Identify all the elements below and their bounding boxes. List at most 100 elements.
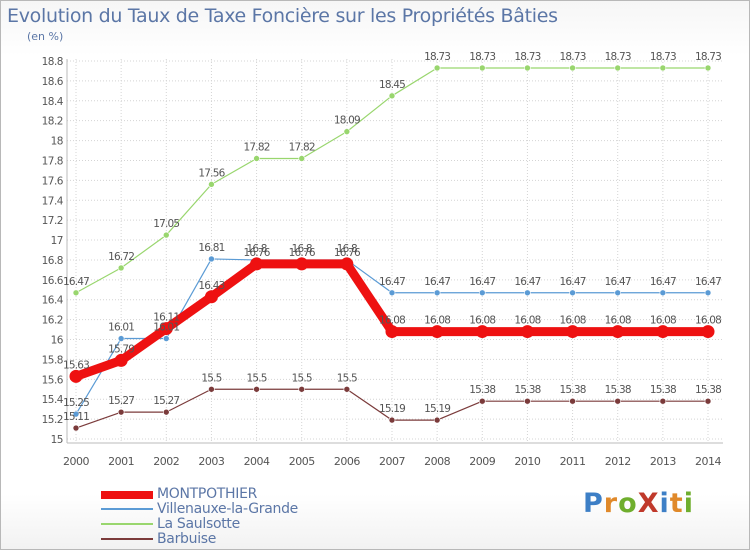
data-label: 15.19	[424, 403, 450, 415]
data-label: 18.09	[334, 115, 360, 127]
data-label: 16.43	[198, 280, 224, 292]
legend-swatch	[101, 538, 153, 540]
data-point	[614, 397, 622, 405]
data-label: 16.47	[424, 276, 450, 288]
data-label: 16.01	[108, 322, 134, 334]
x-tick-label: 2012	[605, 455, 631, 468]
data-label: 16.47	[469, 276, 495, 288]
data-label: 16.01	[153, 322, 179, 334]
data-point	[204, 290, 218, 304]
x-tick-label: 2000	[63, 455, 89, 468]
logo-letter: r	[603, 488, 619, 519]
data-point	[524, 289, 531, 297]
x-tick-label: 2003	[198, 455, 224, 468]
data-label: 15.38	[469, 384, 495, 396]
y-unit-label: (en %)	[27, 30, 64, 43]
data-point	[569, 64, 576, 72]
x-tick-label: 2008	[424, 455, 450, 468]
data-point	[478, 64, 486, 72]
x-tick-label: 2007	[379, 455, 405, 468]
proxiti-logo: ProXiti	[583, 488, 694, 519]
data-label: 15.5	[201, 372, 221, 384]
data-point	[704, 289, 712, 297]
data-point	[253, 385, 260, 393]
data-label: 15.79	[108, 343, 134, 355]
data-point	[208, 181, 215, 188]
data-label: 16.8	[292, 243, 312, 255]
data-point	[524, 397, 531, 405]
data-point	[611, 325, 625, 339]
data-point	[72, 289, 80, 297]
data-point	[659, 64, 667, 72]
data-label: 18.73	[695, 51, 721, 63]
data-label: 15.27	[153, 395, 179, 407]
data-label: 16.76	[334, 247, 361, 259]
data-label: 15.63	[63, 359, 89, 371]
data-point	[656, 325, 670, 339]
y-tick-label: 16	[51, 335, 64, 347]
y-tick-label: 15.6	[42, 374, 64, 386]
data-point	[69, 369, 83, 383]
grid	[67, 59, 723, 443]
y-tick-label: 17.6	[42, 175, 64, 187]
data-label: 16.81	[198, 242, 224, 254]
data-point	[478, 397, 486, 405]
data-point	[162, 231, 170, 239]
legend-swatch	[101, 523, 153, 525]
data-point	[117, 408, 125, 416]
data-label: 16.76	[244, 247, 271, 259]
data-point	[701, 325, 715, 339]
data-label: 16.47	[63, 276, 89, 288]
chart-title: Evolution du Taux de Taxe Foncière sur l…	[7, 5, 558, 27]
data-point	[388, 416, 396, 424]
y-tick-label: 18.2	[42, 116, 63, 128]
logo-letter: i	[683, 488, 694, 519]
data-point	[114, 353, 128, 367]
data-point	[298, 155, 306, 162]
data-label: 17.82	[244, 141, 270, 153]
data-label: 17.82	[289, 141, 315, 153]
data-point	[704, 64, 712, 72]
data-label: 16.47	[379, 276, 405, 288]
y-axis: 15 15.2 15.4 15.6 15.8 16 16.2 16.4 16.6 16.8 17 17…	[42, 56, 68, 446]
data-point	[343, 128, 351, 135]
data-label: 15.25	[63, 397, 89, 409]
data-label: 16.08	[424, 315, 450, 327]
data-label: 16.8	[337, 243, 357, 255]
data-label: 16.47	[695, 276, 721, 288]
data-point	[385, 325, 399, 339]
legend-label: Villenauxe-la-Grande	[157, 501, 298, 517]
legend-label: MONTPOTHIER	[157, 486, 258, 502]
data-label: 18.73	[605, 51, 631, 63]
y-tick-label: 15	[51, 434, 63, 446]
data-point	[388, 289, 396, 297]
data-point	[340, 257, 354, 271]
x-tick-label: 2011	[560, 455, 586, 468]
data-label: 18.73	[650, 51, 676, 63]
x-tick-label: 2005	[289, 455, 315, 468]
data-point	[298, 385, 306, 393]
logo-letter: o	[618, 488, 638, 519]
logo-letter: P	[583, 488, 604, 519]
data-label: 15.5	[246, 372, 266, 384]
y-tick-label: 15.4	[42, 394, 64, 406]
y-tick-label: 18.8	[42, 56, 63, 68]
legend-swatch	[101, 508, 153, 510]
data-point	[162, 408, 170, 416]
legend-label: La Saulsotte	[157, 516, 240, 532]
y-tick-label: 17.4	[42, 195, 64, 207]
data-point	[72, 424, 80, 432]
x-tick-label: 2001	[108, 455, 134, 468]
data-label: 15.38	[695, 384, 721, 396]
data-label: 18.73	[424, 51, 450, 63]
data-point	[475, 325, 489, 339]
logo-letter: i	[659, 488, 670, 519]
data-label: 15.38	[650, 384, 676, 396]
x-tick-label: 2010	[514, 455, 540, 468]
legend-label: Barbuise	[157, 531, 217, 547]
legend-swatch	[101, 491, 153, 499]
x-tick-label: 2002	[153, 455, 179, 468]
data-label: 17.05	[153, 218, 179, 230]
data-point	[388, 92, 396, 100]
line-chart: 15 15.2 15.4 15.6 15.8 16 16.2 16.4 16.6 16.8 17 17…	[42, 51, 723, 468]
